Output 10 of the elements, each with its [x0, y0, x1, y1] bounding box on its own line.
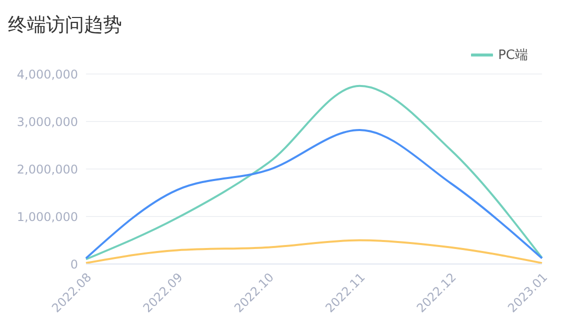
y-tick-label: 3,000,000 [16, 114, 78, 129]
y-tick-label: 4,000,000 [16, 67, 78, 82]
line-series [85, 239, 543, 264]
y-tick-label: 0 [70, 257, 78, 272]
legend-label: PC端 [498, 47, 528, 64]
chart-title: 终端访问趋势 [8, 13, 122, 38]
line-series [85, 84, 543, 260]
y-tick-label: 1,000,000 [16, 210, 78, 224]
line-series [85, 129, 543, 260]
y-tick-label: 2,000,000 [16, 162, 78, 176]
